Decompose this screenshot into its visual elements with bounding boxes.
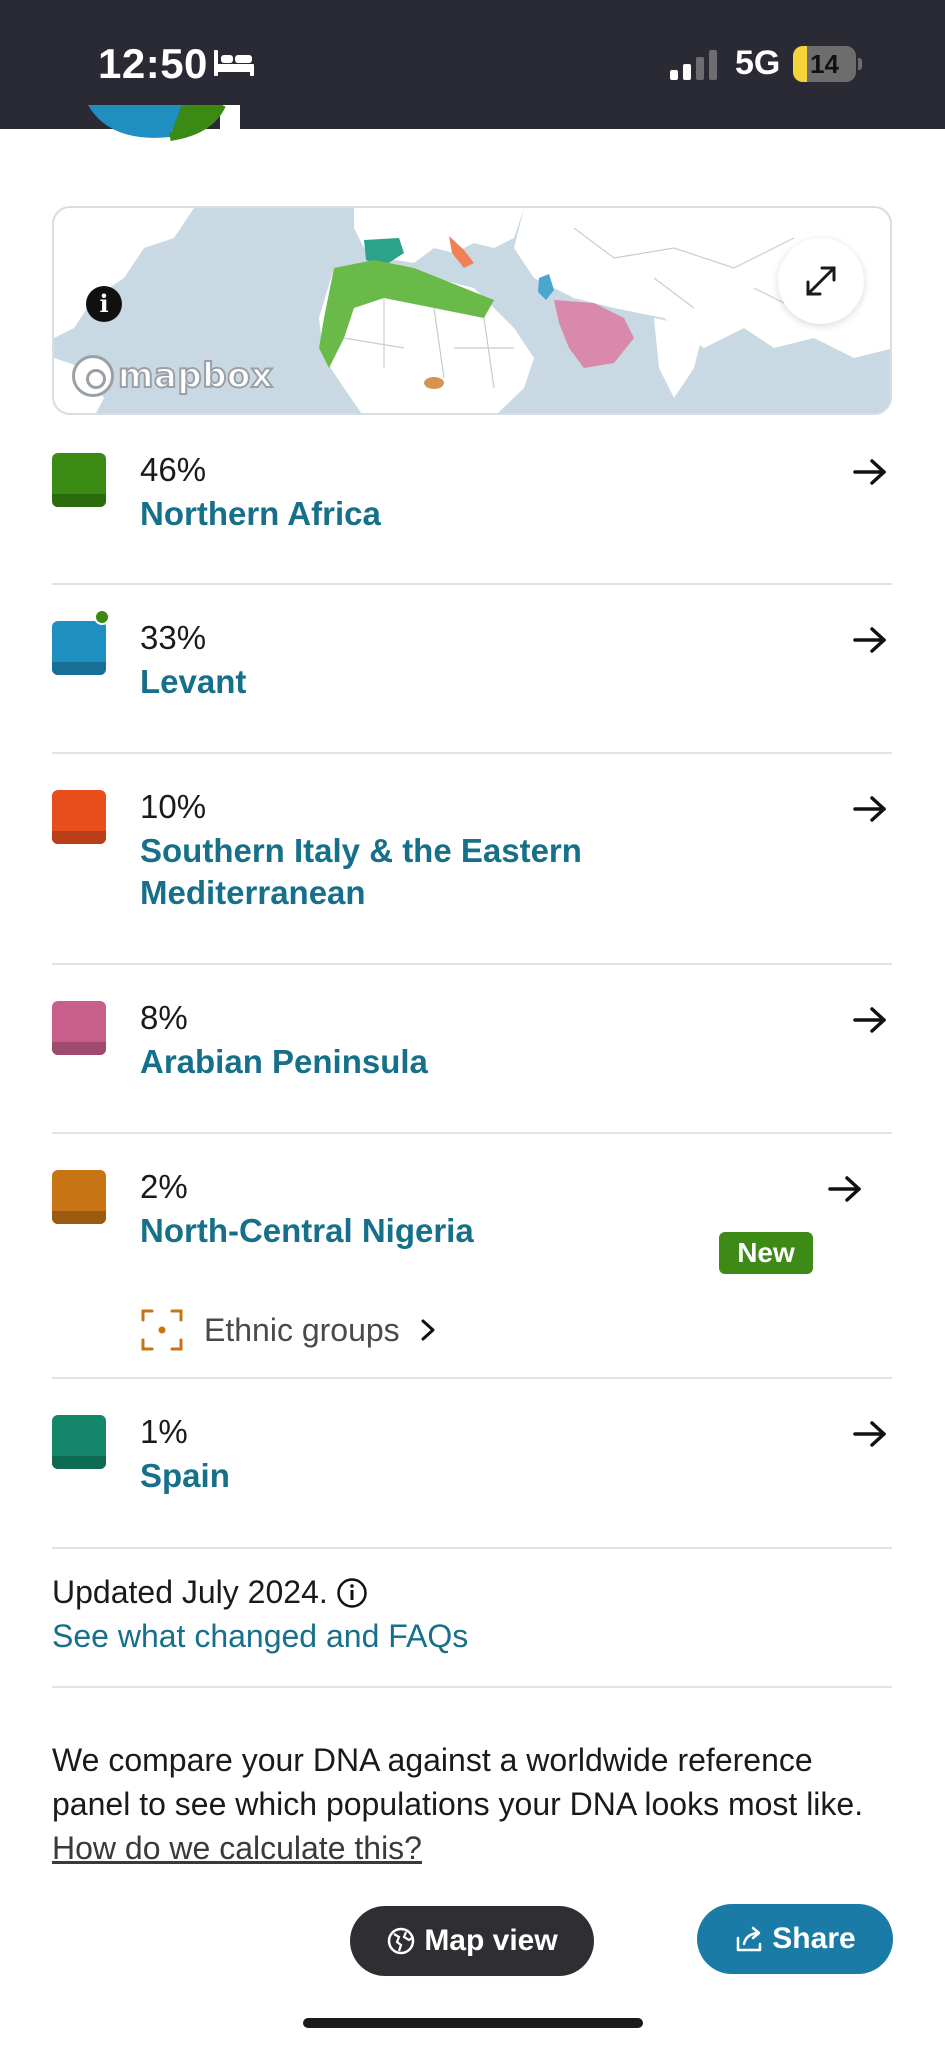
info-circle-icon[interactable] <box>336 1577 368 1609</box>
region-percent: 33% <box>140 619 207 656</box>
ancestry-donut-chart <box>88 105 240 145</box>
mapbox-logo: mapbox <box>72 354 274 398</box>
battery-level: 14 <box>810 49 839 79</box>
mapbox-attribution: mapbox <box>117 355 274 397</box>
focus-target-icon <box>141 1309 183 1351</box>
notification-dot <box>94 609 110 625</box>
expand-arrows-icon <box>806 266 836 296</box>
region-row-spain[interactable]: 1% Spain <box>52 1399 892 1549</box>
region-percent: 46% <box>140 451 207 488</box>
region-color-swatch <box>52 621 106 675</box>
region-color-swatch <box>52 1415 106 1469</box>
region-color-swatch <box>52 453 106 507</box>
region-row-northern-africa[interactable]: 46% Northern Africa <box>52 437 892 585</box>
updated-note: Updated July 2024. <box>52 1574 368 1611</box>
cellular-signal-icon <box>670 50 717 80</box>
mapbox-logo-icon <box>72 355 114 397</box>
globe-icon <box>388 1927 415 1955</box>
new-badge: New <box>719 1232 813 1274</box>
arrow-right-icon[interactable] <box>852 794 888 824</box>
share-label: Share <box>772 1922 856 1955</box>
expand-map-button[interactable] <box>778 238 864 324</box>
how-calculate-link[interactable]: How do we calculate this? <box>52 1830 422 1866</box>
network-type: 5G <box>735 44 781 82</box>
sleep-bed-icon <box>214 50 254 76</box>
region-name[interactable]: Levant <box>140 663 247 700</box>
home-indicator[interactable] <box>303 2018 643 2028</box>
region-name[interactable]: Spain <box>140 1457 230 1494</box>
arrow-right-icon[interactable] <box>827 1174 863 1204</box>
section-divider <box>52 1686 892 1688</box>
info-icon[interactable]: i <box>86 286 122 322</box>
map-view-button[interactable]: Map view <box>350 1906 594 1976</box>
region-name[interactable]: Southern Italy & the Eastern Mediterrane… <box>140 832 582 911</box>
region-percent: 2% <box>140 1168 188 1205</box>
faq-link[interactable]: See what changed and FAQs <box>52 1618 469 1654</box>
chevron-right-icon <box>421 1319 435 1341</box>
region-name[interactable]: Northern Africa <box>140 495 381 532</box>
arrow-right-icon[interactable] <box>852 1005 888 1035</box>
ethnic-groups-link[interactable]: Ethnic groups <box>140 1306 438 1354</box>
region-color-swatch <box>52 1170 106 1224</box>
region-color-swatch <box>52 1001 106 1055</box>
ancestry-map[interactable]: i mapbox <box>52 206 892 415</box>
status-time: 12:50 <box>98 40 208 87</box>
ethnic-groups-label: Ethnic groups <box>204 1311 400 1348</box>
updated-text: Updated July 2024. <box>52 1574 328 1610</box>
share-button[interactable]: Share <box>697 1904 893 1974</box>
region-percent: 10% <box>140 788 207 825</box>
battery-icon: 14 <box>793 46 862 82</box>
description-paragraph: We compare your DNA against a worldwide … <box>52 1738 892 1870</box>
region-row-arabian-peninsula[interactable]: 8% Arabian Peninsula <box>52 985 892 1134</box>
region-color-swatch <box>52 790 106 844</box>
region-row-southern-italy[interactable]: 10% Southern Italy & the Eastern Mediter… <box>52 774 892 965</box>
region-row-levant[interactable]: 33% Levant <box>52 605 892 754</box>
region-percent: 8% <box>140 999 188 1036</box>
region-row-north-central-nigeria[interactable]: 2% North-Central Nigeria New Ethnic grou… <box>52 1154 892 1379</box>
region-percent: 1% <box>140 1413 188 1450</box>
arrow-right-icon[interactable] <box>852 457 888 487</box>
arrow-right-icon[interactable] <box>852 1419 888 1449</box>
arrow-right-icon[interactable] <box>852 625 888 655</box>
description-text: We compare your DNA against a worldwide … <box>52 1742 864 1822</box>
region-name[interactable]: Arabian Peninsula <box>140 1043 428 1080</box>
map-view-label: Map view <box>424 1924 558 1957</box>
share-icon <box>737 1926 762 1952</box>
region-name[interactable]: North-Central Nigeria <box>140 1212 474 1249</box>
